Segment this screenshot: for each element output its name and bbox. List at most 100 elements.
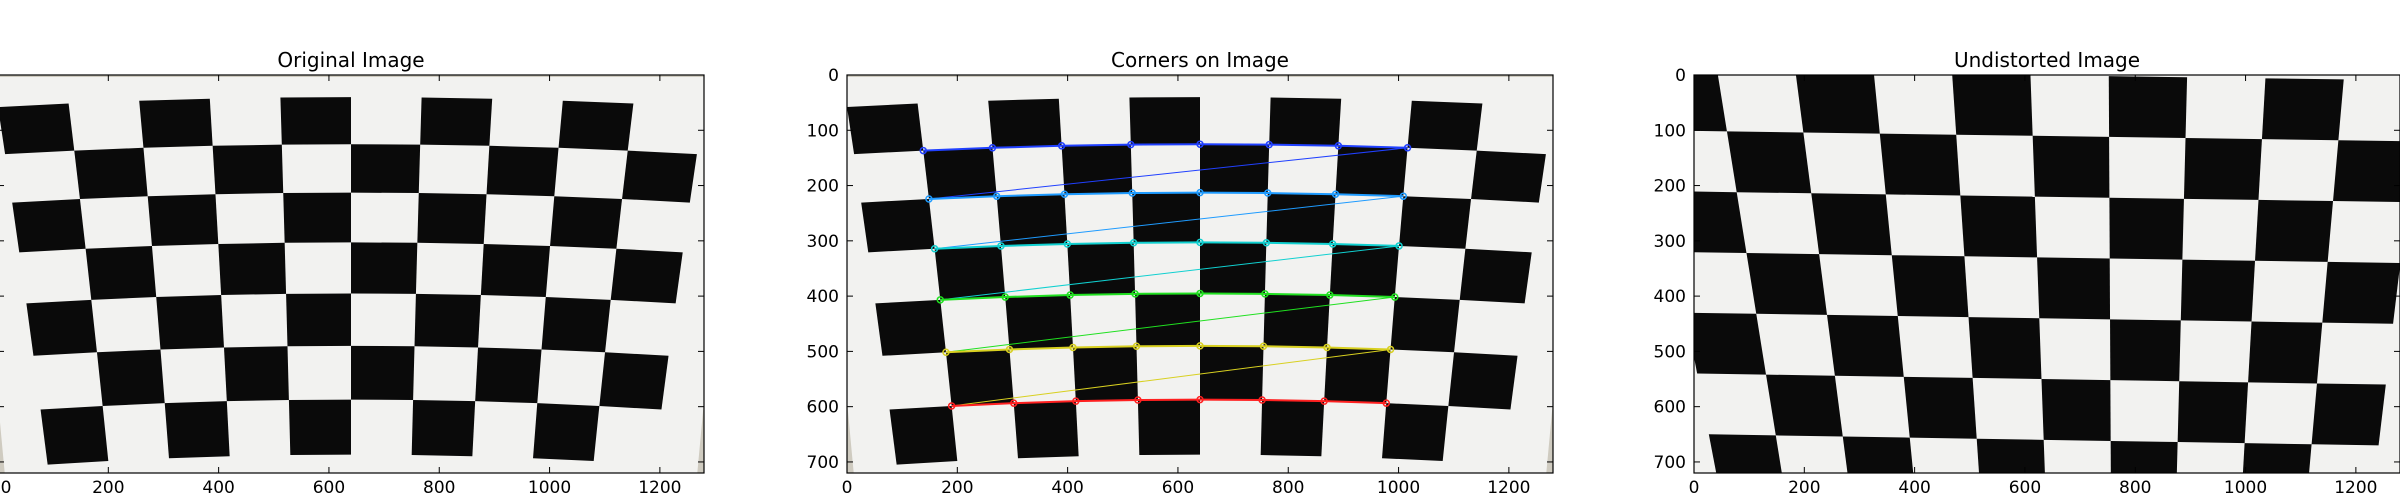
dark-square (1827, 314, 1904, 377)
detected-corners (919, 140, 1412, 410)
dark-square (558, 100, 634, 151)
dark-square (2333, 140, 2400, 203)
corner-point (1129, 239, 1138, 247)
corner-point (1132, 342, 1141, 351)
panel-2: Corners on Image 0 200 400 600 800 1000 1200 0 10… (807, 48, 1554, 498)
dark-square (1976, 438, 2045, 473)
corner-point (1196, 140, 1204, 148)
dark-square (1448, 352, 1518, 410)
dark-square (1471, 150, 1546, 203)
corner-link-line (934, 195, 1404, 250)
dark-square (2032, 135, 2110, 198)
corner-point (1196, 289, 1204, 298)
axes-frame (0, 74, 705, 474)
x-tick-label: 0 (1, 478, 12, 498)
dark-square (1746, 252, 1828, 315)
dark-square (411, 399, 476, 457)
corner-point (942, 348, 950, 356)
y-tick-label: 400 (807, 287, 839, 307)
corner-point (1196, 188, 1204, 197)
corner-link-line (945, 296, 1395, 353)
corner-point (1262, 239, 1271, 247)
dark-square (1382, 403, 1449, 462)
x-tick-label: 1200 (638, 478, 681, 498)
dark-square (1061, 144, 1133, 195)
axes-frame (846, 74, 1554, 474)
dark-square (622, 150, 697, 203)
dark-square (288, 399, 351, 456)
corner-point (1196, 238, 1204, 247)
dark-square (2180, 259, 2256, 322)
corner-row-line (934, 241, 1400, 250)
dark-square (212, 144, 284, 195)
corner-point (1334, 142, 1343, 150)
dark-square (2255, 199, 2334, 262)
dark-square (26, 299, 97, 356)
corner-point (1320, 397, 1328, 405)
x-tick-label: 200 (92, 478, 124, 498)
dark-square (218, 242, 287, 296)
dark-square (1013, 401, 1079, 459)
dark-square (480, 243, 551, 298)
y-tick-label: 200 (1654, 177, 1686, 197)
dark-square (988, 98, 1062, 148)
panel-1: Original Image 0 200 400 600 800 1000 1200 (0, 48, 705, 498)
corner-point (1134, 396, 1142, 404)
x-tick-label: 1000 (528, 478, 571, 498)
dark-square (1407, 100, 1483, 151)
dark-square (486, 145, 559, 197)
dark-square (1952, 75, 2033, 136)
y-tick-label: 500 (1654, 342, 1686, 362)
dark-square (1903, 376, 1977, 439)
dark-square (1708, 434, 1782, 473)
corner-point (1258, 396, 1266, 404)
dark-square (1200, 345, 1264, 400)
dark-square (1335, 145, 1408, 197)
corner-point (925, 195, 933, 203)
dark-square (1795, 75, 1880, 134)
corner-point (1264, 189, 1272, 197)
dark-square (1459, 248, 1532, 304)
corner-point (1196, 342, 1204, 350)
dark-square (2261, 78, 2344, 141)
corner-row-line (940, 292, 1395, 301)
dark-square (945, 349, 1014, 406)
dark-square (2311, 383, 2386, 446)
x-tick-label: 0 (842, 478, 853, 498)
corner-row-line (951, 398, 1387, 407)
dark-square (861, 198, 935, 253)
dark-square (351, 242, 418, 294)
corner-row-line (945, 344, 1391, 354)
corner-point (1005, 345, 1014, 354)
dark-square (96, 349, 165, 406)
dark-square (1399, 196, 1472, 249)
dark-square (1329, 243, 1400, 298)
dark-square (420, 97, 493, 146)
dark-square (139, 98, 213, 148)
dark-square (2110, 440, 2178, 473)
corner-point (930, 244, 939, 253)
dark-square (541, 297, 611, 353)
dark-square (414, 293, 481, 348)
dark-square (2183, 138, 2262, 200)
y-tick-label: 400 (1654, 287, 1686, 307)
corner-point (1261, 290, 1269, 298)
y-tick-label: 700 (807, 453, 839, 473)
image-area (0, 75, 704, 473)
corner-point (1265, 140, 1273, 149)
x-tick-label: 1000 (1377, 478, 1420, 498)
dark-square (1694, 312, 1767, 375)
x-tick-label: 200 (1788, 478, 1820, 498)
corner-point (1069, 343, 1077, 352)
corner-point (988, 144, 997, 152)
corner-link-line (940, 245, 1400, 301)
dark-square (1968, 317, 2042, 380)
dark-square (2110, 319, 2181, 382)
corner-point (1196, 395, 1204, 404)
x-tick-label: 600 (313, 478, 345, 498)
corner-point (1057, 142, 1066, 150)
x-tick-label: 0 (1689, 478, 1700, 498)
corner-link-line (928, 147, 1408, 200)
dark-square (1694, 191, 1747, 253)
